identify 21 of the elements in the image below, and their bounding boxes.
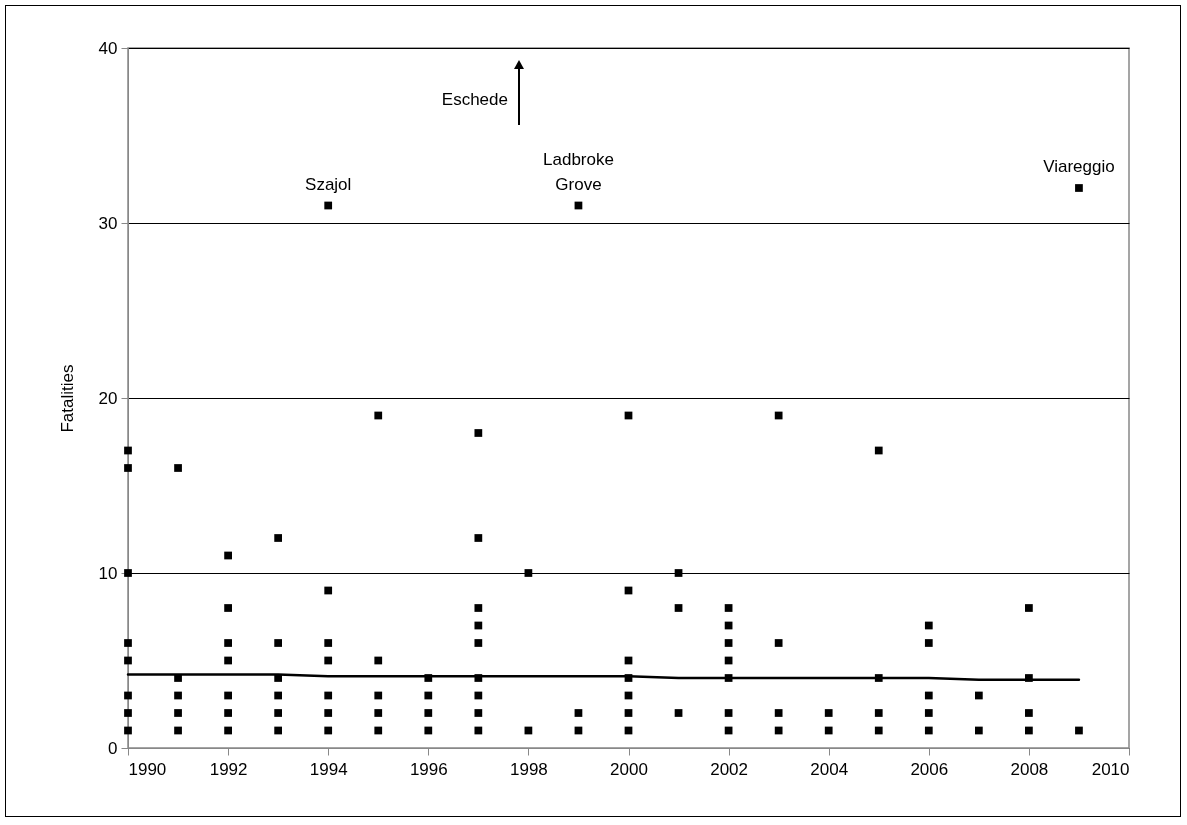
y-axis-title: Fatalities bbox=[57, 364, 77, 433]
y-tick-label: 40 bbox=[98, 38, 118, 58]
y-tick-label: 10 bbox=[98, 563, 118, 583]
y-tick-label: 30 bbox=[98, 213, 118, 233]
y-tick-label: 0 bbox=[108, 738, 118, 758]
annotation: Ladbroke Grove bbox=[543, 149, 614, 194]
x-tick-label: 2010 bbox=[1091, 759, 1130, 779]
annotation: Szajol bbox=[305, 174, 352, 194]
x-tick-label: 1994 bbox=[309, 759, 348, 779]
x-tick-label: 2002 bbox=[710, 759, 749, 779]
x-tick-label: 2008 bbox=[1010, 759, 1049, 779]
annotation: Viareggio bbox=[1043, 157, 1115, 176]
x-tick-label: 1998 bbox=[509, 759, 548, 779]
x-tick-label: 2006 bbox=[910, 759, 949, 779]
x-tick-label: 1992 bbox=[209, 759, 248, 779]
x-tick-label: 2004 bbox=[810, 759, 849, 779]
annotation: Eschede bbox=[441, 90, 508, 109]
x-tick-label: 1996 bbox=[409, 759, 448, 779]
y-tick-label: 20 bbox=[98, 388, 118, 408]
x-tick-label: 1990 bbox=[128, 759, 167, 779]
x-tick-label: 2000 bbox=[610, 759, 648, 779]
